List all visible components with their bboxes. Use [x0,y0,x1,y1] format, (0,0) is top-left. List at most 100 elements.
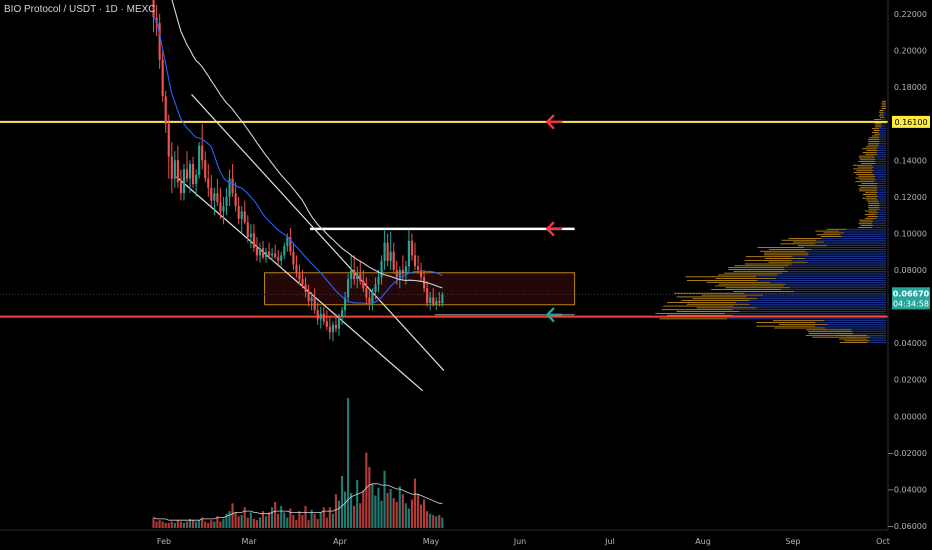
volume-profile-bar-down [778,323,828,325]
candle-body [401,270,404,274]
candle-body [353,270,356,280]
volume-profile-bar-up [784,267,886,269]
volume-bar [167,522,170,528]
volume-profile-bar-down [673,292,745,294]
candle-body [410,240,414,256]
volume-profile-bar-down [856,174,875,175]
volume-profile-bar-up [877,186,886,188]
countdown-label: 04:34:58 [893,299,929,308]
volume-profile-bar-down [867,201,880,203]
volume-profile-bar-down [866,150,879,152]
volume-bar [362,490,365,528]
volume-profile-bar-down [861,183,878,184]
volume-profile-bar-down [860,186,878,188]
volume-profile-bar-down [868,141,880,142]
volume-bar [325,517,328,528]
volume-profile-bar-up [756,298,886,300]
volume-profile-bar-down [806,329,852,331]
volume-profile-bar-down [853,172,873,173]
volume-bar [350,492,353,528]
volume-profile-bar-up [874,177,886,179]
volume-bar [201,517,204,528]
volume-bar [426,511,429,528]
volume-profile-bar-down [864,214,877,216]
volume-profile-bar-down [865,217,877,219]
volume-profile-bar-down [879,110,884,111]
volume-bar [322,507,325,528]
level-lines-layer [0,120,888,318]
candle-body [347,279,350,298]
volume-profile-bar-down [696,307,757,309]
volume-profile-bar-down [874,122,882,124]
volume-profile-bar-up [789,287,886,289]
volume-profile-bar-up [884,117,886,119]
volume-bar [295,520,298,528]
volume-bar [231,503,234,528]
volume-profile-bar-down [872,128,880,130]
volume-bar [195,521,198,528]
volume-bar [188,518,192,528]
volume-bar [271,507,274,528]
volume-profile-bar-up [852,331,886,333]
candle-body [158,23,161,60]
volume-profile-bar-down [728,269,785,270]
volume-profile-bar-down [867,216,878,217]
volume-profile-bar-up [872,221,886,223]
volume-bar [377,487,380,528]
candle-body [319,313,322,320]
volume-bar [347,398,350,528]
candle-body [340,310,344,318]
volume-profile-bar-up [757,280,886,281]
volume-profile-bar-down [878,115,884,117]
volume-profile-bar-down [871,131,879,133]
volume-profile-bar-down [772,320,825,322]
volume-bar [401,494,404,528]
candle-body [432,297,435,305]
volume-profile-bar-up [732,314,886,316]
volume-profile-bar-down [757,247,805,248]
volume-bar [152,517,155,528]
volume-bar [155,521,158,528]
volume-profile-bar-up [874,181,886,183]
volume-profile-bar-down [820,236,843,237]
candle-body [237,206,240,219]
candle-body [423,277,426,289]
price-axis[interactable]: 0.220000.200000.180000.160000.140000.120… [887,10,927,531]
time-axis[interactable]: Feb Mar Apr May Jun Jul Aug Sep Oct [157,537,890,546]
volume-bar [374,495,377,528]
volume-profile-bar-up [871,164,886,166]
volume-profile-bar-up [794,291,886,292]
candle-body [398,270,401,278]
candle-body [274,253,277,258]
volume-profile-bar-up [824,320,886,322]
last-price-tag-label: 0.06670 [893,289,930,298]
volume-profile-bar-down [744,259,792,261]
candle-body [404,266,407,274]
volume-profile-bar-up [874,161,886,162]
volume-profile-bar-up [878,135,886,137]
volume-profile-bar-down [838,334,868,336]
volume-profile-bar-up [877,183,886,184]
volume-profile-bar-up [732,309,886,311]
candle-body [356,273,359,280]
resistance-arrow-icon [546,221,563,237]
volume-profile-bar-down [868,203,880,205]
volume-profile-bar-down [715,278,776,280]
volume-profile-bar-down [867,206,880,208]
volume-profile-bar-down [868,137,880,139]
volume-bar [392,498,395,528]
volume-profile-bar-down [815,230,840,232]
volume-profile-bar-down [727,267,785,269]
chart-title: BIO Protocol / USDT · 1D · MEXC [4,4,156,15]
candle-body [441,294,444,303]
volume-profile-bar-down [857,227,872,228]
candle-body [429,297,432,303]
candle-body [176,160,179,183]
volume-profile-bar-down [661,309,733,311]
volume-profile-bar-down [781,239,817,241]
price-tick-label: 0.00000 [894,412,927,421]
volume-profile-bar-down [881,108,886,109]
volume-profile-bar-down [659,318,728,320]
volume-profile-bar-up [816,239,886,241]
